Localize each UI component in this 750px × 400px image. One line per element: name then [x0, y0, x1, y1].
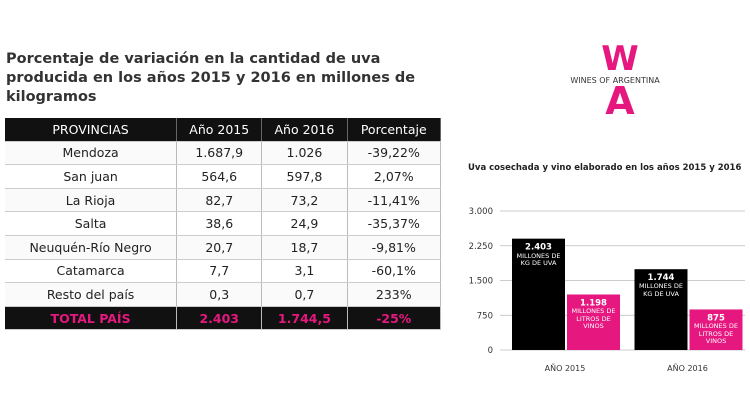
table-cell: 82,7 — [176, 188, 263, 213]
table-cell: 233% — [347, 282, 442, 307]
table-cell: Neuquén-Río Negro — [5, 235, 178, 260]
table-cell: -60,1% — [347, 259, 442, 284]
x-tick-label: AÑO 2016 — [667, 363, 708, 373]
total-row: TOTAL PAÍS 2.403 1.744,5 -25% — [5, 306, 442, 331]
table-cell: Catamarca — [5, 259, 178, 284]
data-label: 1.198 — [580, 298, 607, 308]
series-name: MILLONES DE LITROS DE VINOS — [571, 308, 616, 331]
table-cell: -11,41% — [347, 188, 442, 213]
y-tick-label: 0 — [488, 346, 493, 356]
table-row: Resto del país 0,3 0,7 233% — [5, 282, 442, 307]
table-cell: 1.026 — [261, 141, 348, 166]
logo-text: WINES OF ARGENTINA — [570, 76, 660, 85]
table-cell: 0,3 — [176, 282, 263, 307]
logo: W WINES OF ARGENTINA A — [570, 40, 660, 120]
bar-caption: MILLONES DE KG DE UVA — [516, 252, 561, 268]
table-cell: 1.687,9 — [176, 141, 263, 166]
table-row: San juan 564,6 597,8 2,07% — [5, 164, 442, 189]
column-header: Porcentaje — [347, 118, 442, 142]
table: PROVINCIAS Año 2015 Año 2016 Porcentaje Men… — [5, 118, 442, 331]
table-cell: 564,6 — [176, 164, 263, 189]
y-tick-label: 1.500 — [469, 277, 493, 287]
table-row: La Rioja 82,7 73,2 -11,41% — [5, 188, 442, 213]
data-label: 1.744 — [648, 273, 675, 283]
total-cell: 1.744,5 — [261, 306, 348, 331]
table-cell: 73,2 — [261, 188, 348, 213]
total-cell: -25% — [347, 306, 442, 331]
table-cell: -9,81% — [347, 235, 442, 260]
series-name: MILLONES DE LITROS DE VINOS — [694, 323, 738, 346]
bar — [512, 238, 565, 350]
column-header: Año 2015 — [176, 118, 263, 142]
x-tick-label: AÑO 2015 — [545, 363, 586, 373]
data-label: 875 — [707, 313, 725, 323]
bar — [567, 294, 620, 350]
bar-caption: MILLONES DE LITROS DE VINOS — [571, 308, 616, 331]
table-cell: 2,07% — [347, 164, 442, 189]
table-cell: 18,7 — [261, 235, 348, 260]
table-cell: 3,1 — [261, 259, 348, 284]
table-cell: La Rioja — [5, 188, 178, 213]
table-row: Salta 38,6 24,9 -35,37% — [5, 211, 442, 236]
table-cell: 38,6 — [176, 211, 263, 236]
table-cell: 0,7 — [261, 282, 348, 307]
bar — [689, 309, 743, 350]
table-row: Catamarca 7,7 3,1 -60,1% — [5, 259, 442, 284]
heading: Porcentaje de variación en la cantidad d… — [6, 51, 416, 105]
column-header: PROVINCIAS — [5, 118, 178, 142]
table-cell: 597,8 — [261, 164, 348, 189]
bar — [634, 269, 688, 350]
y-tick-label: 2.250 — [469, 242, 493, 252]
total-cell: 2.403 — [176, 306, 263, 331]
bar-caption: MILLONES DE LITROS DE VINOS — [694, 323, 738, 346]
chart-title: Uva cosechada y vino elaborado en los añ… — [468, 163, 741, 173]
table-cell: 7,7 — [176, 259, 263, 284]
table-cell: Mendoza — [5, 141, 178, 166]
column-header: Año 2016 — [261, 118, 348, 142]
table-row: Mendoza 1.687,9 1.026 -39,22% — [5, 141, 442, 166]
y-tick-label: 750 — [477, 311, 493, 321]
table-cell: -35,37% — [347, 211, 442, 236]
table-cell: Resto del país — [5, 282, 178, 307]
table-row: Neuquén-Río Negro 20,7 18,7 -9,81% — [5, 235, 442, 260]
series-name: MILLONES DE KG DE UVA — [639, 283, 683, 298]
data-label: 2.403 — [525, 243, 552, 253]
header-row: PROVINCIAS Año 2015 Año 2016 Porcentaje — [5, 118, 442, 142]
series-name: MILLONES DE KG DE UVA — [516, 252, 561, 268]
total-cell: TOTAL PAÍS — [5, 306, 178, 331]
table-cell: 24,9 — [261, 211, 348, 236]
table-cell: 20,7 — [176, 235, 263, 260]
logo-initial: W — [601, 40, 639, 79]
table-cell: Salta — [5, 211, 178, 236]
table-cell: San juan — [5, 164, 178, 189]
y-tick-label: 3.000 — [469, 207, 493, 217]
logo-letter: A — [605, 79, 635, 120]
bar-caption: MILLONES DE KG DE UVA — [639, 283, 683, 298]
table-cell: -39,22% — [347, 141, 442, 166]
